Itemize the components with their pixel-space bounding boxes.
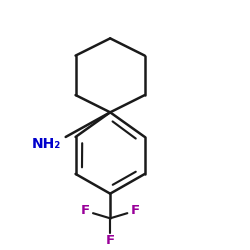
Text: F: F xyxy=(106,234,115,247)
Text: F: F xyxy=(130,204,140,218)
Text: NH₂: NH₂ xyxy=(31,137,60,151)
Text: F: F xyxy=(81,204,90,218)
